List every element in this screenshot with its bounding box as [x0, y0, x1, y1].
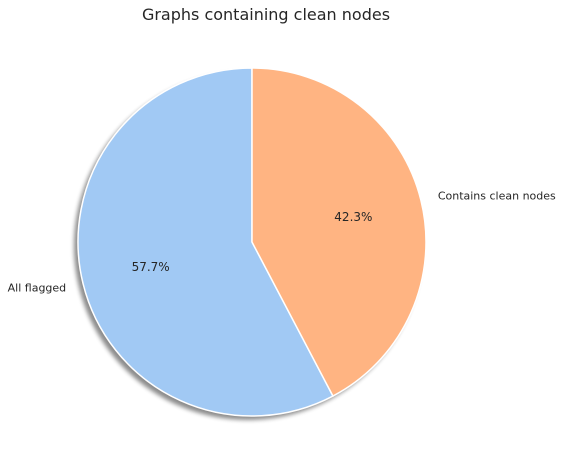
pie-slice-all-flagged: [77, 67, 334, 417]
pie-category-label: Contains clean nodes: [438, 190, 556, 203]
pie-percent-label: 57.7%: [132, 260, 170, 274]
chart-title: Graphs containing clean nodes: [142, 5, 390, 24]
pie-category-label: All flagged: [8, 281, 67, 294]
pie-percent-label: 42.3%: [334, 210, 372, 224]
pie-labels: 57.7% All flagged 42.3% Contains clean node…: [8, 190, 556, 295]
pie-slice-contains-clean-nodes: [251, 67, 427, 397]
pie-slices: [77, 67, 427, 417]
